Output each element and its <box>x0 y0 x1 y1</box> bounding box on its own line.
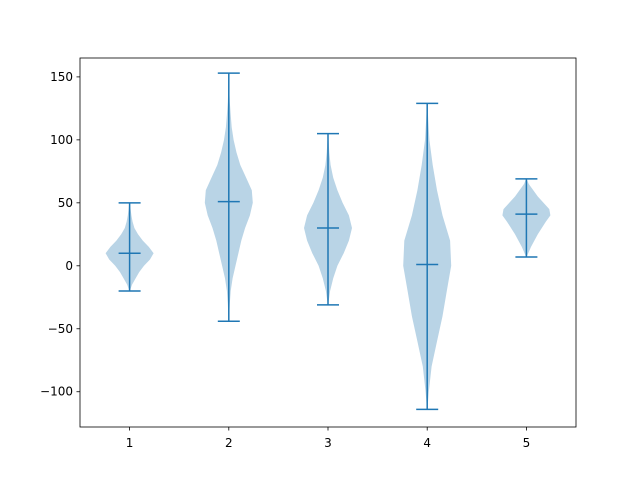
axes-layer: −100 −50 0 50 100 150 1 2 3 4 5 <box>40 57 577 450</box>
x-tick-label: 3 <box>324 436 332 450</box>
y-tick-label: −50 <box>48 322 73 336</box>
y-tick-label: −100 <box>40 385 73 399</box>
y-tick-label: 100 <box>50 133 73 147</box>
x-tick-label: 1 <box>126 436 134 450</box>
x-tick-label: 5 <box>523 436 531 450</box>
y-tick-label: 50 <box>58 196 73 210</box>
y-tick-label: 0 <box>65 259 73 273</box>
x-tick-label: 2 <box>225 436 233 450</box>
violins-layer <box>105 72 551 411</box>
x-tick-label: 4 <box>423 436 431 450</box>
y-tick-label: 150 <box>50 70 73 84</box>
